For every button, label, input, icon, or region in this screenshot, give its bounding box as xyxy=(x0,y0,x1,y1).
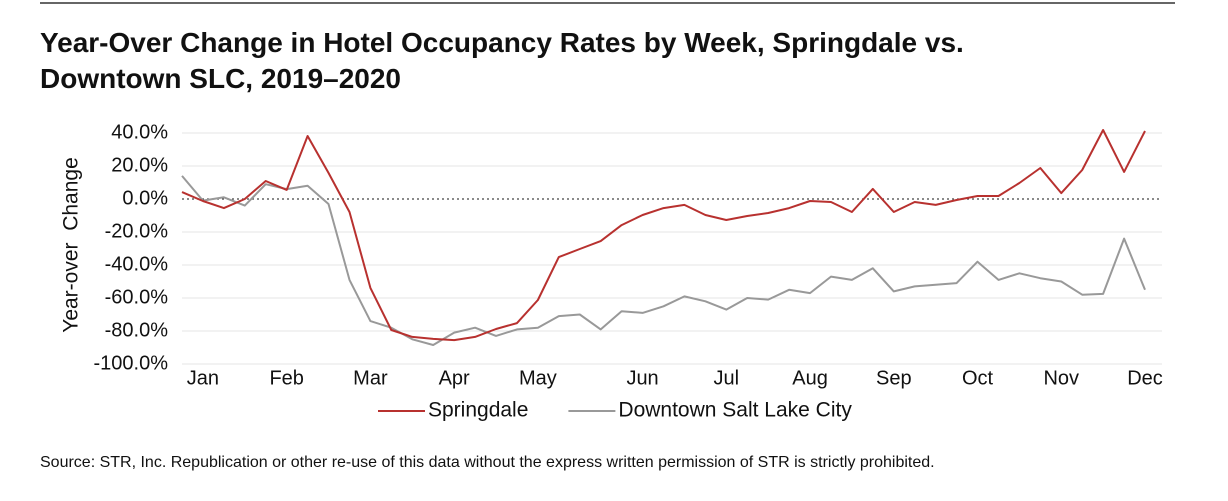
y-tick-label: -60.0% xyxy=(105,286,169,308)
x-tick-label: Jul xyxy=(714,367,740,389)
y-tick-label: -80.0% xyxy=(105,319,169,341)
y-tick-label: 0.0% xyxy=(122,187,168,209)
x-tick-label: Sep xyxy=(876,367,912,389)
x-tick-label: May xyxy=(519,367,557,389)
x-tick-label: Mar xyxy=(353,367,388,389)
legend-label: Downtown Salt Lake City xyxy=(618,399,852,422)
y-tick-label: 40.0% xyxy=(111,121,168,143)
x-tick-label: Feb xyxy=(269,367,303,389)
series-line xyxy=(181,175,1146,346)
y-tick-label: -20.0% xyxy=(105,220,169,242)
x-tick-label: Apr xyxy=(439,367,470,389)
y-axis-label: Year-over Change xyxy=(60,157,83,333)
y-tick-label: 20.0% xyxy=(111,154,168,176)
source-note: Source: STR, Inc. Republication or other… xyxy=(40,454,935,471)
x-tick-label: Nov xyxy=(1043,367,1079,389)
x-tick-label: Jan xyxy=(187,367,219,389)
x-tick-label: Dec xyxy=(1127,367,1163,389)
chart-title: Year-Over Change in Hotel Occupancy Rate… xyxy=(40,27,964,94)
legend-label: Springdale xyxy=(428,399,528,422)
x-tick-label: Aug xyxy=(792,367,828,389)
series-line xyxy=(181,129,1146,342)
x-tick-label: Jun xyxy=(626,367,658,389)
x-tick-label: Oct xyxy=(962,367,994,389)
y-tick-label: -100.0% xyxy=(94,352,169,374)
y-tick-label: -40.0% xyxy=(105,253,169,275)
